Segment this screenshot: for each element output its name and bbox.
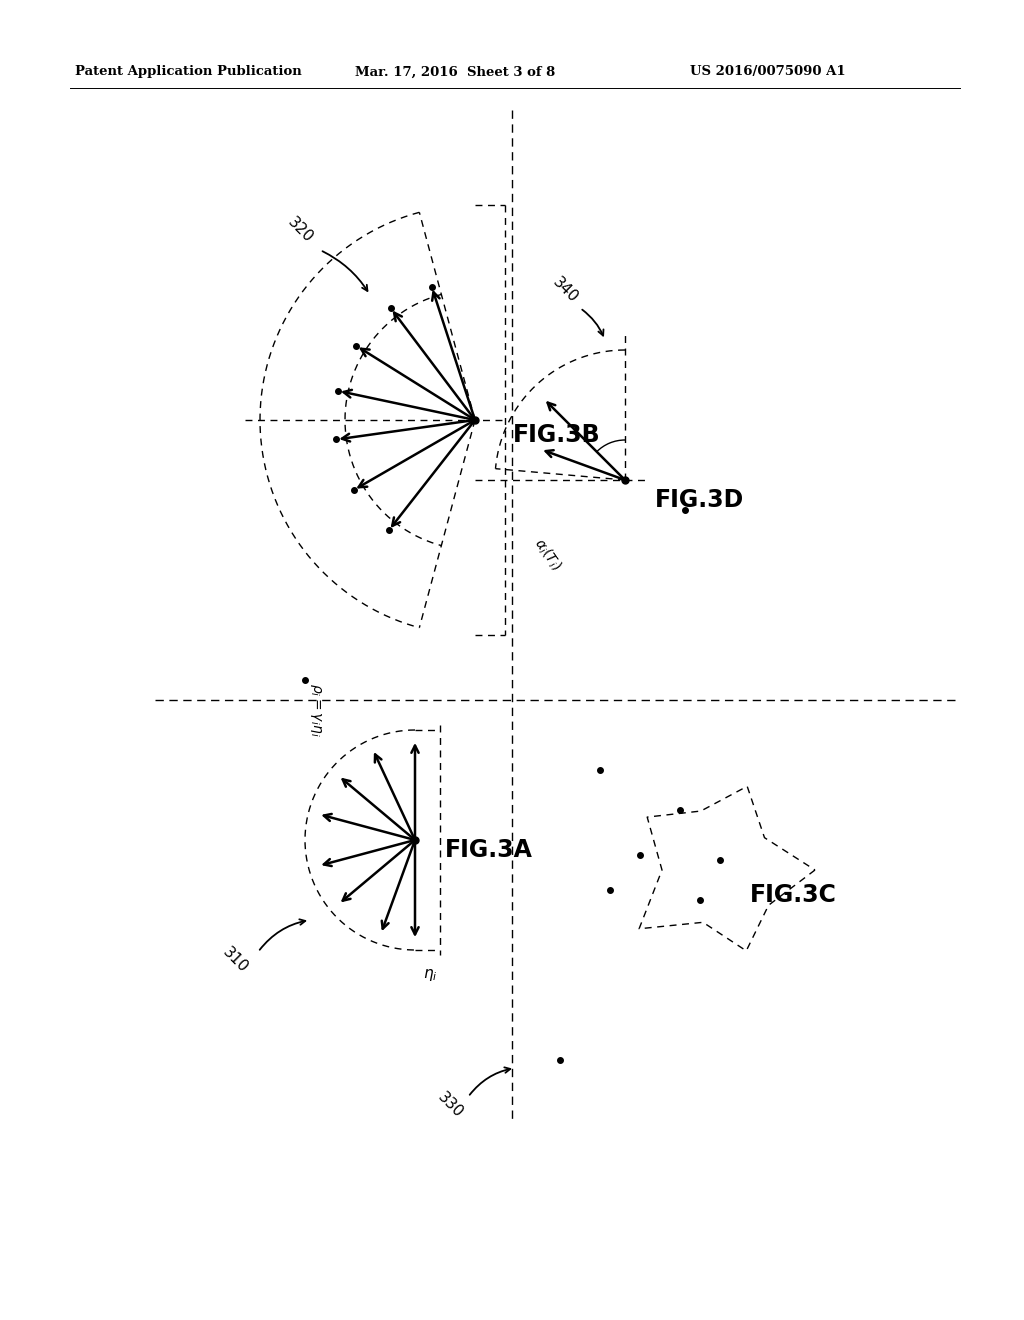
Text: 320: 320 (285, 214, 315, 246)
Text: US 2016/0075090 A1: US 2016/0075090 A1 (690, 66, 846, 78)
Text: FIG.3D: FIG.3D (655, 488, 744, 512)
Text: 330: 330 (434, 1089, 466, 1121)
Text: FIG.3B: FIG.3B (513, 422, 601, 447)
Text: 310: 310 (219, 944, 251, 975)
Text: $\rho_i = \gamma_i\eta_i$: $\rho_i = \gamma_i\eta_i$ (307, 682, 323, 737)
Text: Patent Application Publication: Patent Application Publication (75, 66, 302, 78)
Text: FIG.3C: FIG.3C (750, 883, 837, 907)
Text: $\eta_i$: $\eta_i$ (423, 968, 437, 983)
Text: FIG.3A: FIG.3A (445, 838, 532, 862)
Text: $\alpha_i(T_i)$: $\alpha_i(T_i)$ (529, 536, 564, 574)
Text: 340: 340 (550, 275, 581, 305)
Text: Mar. 17, 2016  Sheet 3 of 8: Mar. 17, 2016 Sheet 3 of 8 (355, 66, 555, 78)
